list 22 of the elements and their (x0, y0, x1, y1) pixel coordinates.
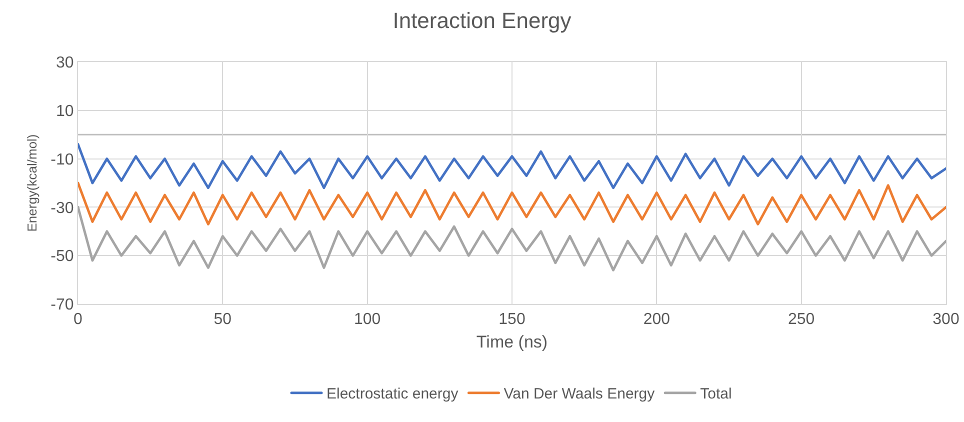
y-axis-title: Energy(kcal/mol) (24, 134, 40, 232)
y-tick-label: -70 (50, 296, 74, 314)
line-series (78, 206, 946, 272)
y-tick-label: -50 (50, 248, 74, 266)
y-tick-label: 10 (56, 103, 74, 120)
x-tick-label: 200 (643, 311, 670, 328)
x-tick-label: 150 (498, 311, 526, 328)
chart-title: Interaction Energy (392, 8, 572, 34)
x-tick-label: 300 (932, 311, 960, 328)
x-tick-label: 0 (74, 311, 83, 328)
x-tick-label: 50 (214, 311, 232, 328)
x-tick-label: 250 (788, 311, 815, 328)
x-axis-title: Time (ns) (476, 332, 548, 352)
x-tick-label: 100 (354, 311, 381, 328)
y-tick-label: 30 (56, 54, 74, 72)
y-tick-label: -10 (50, 151, 74, 168)
legend-label: Total (700, 386, 732, 403)
legend-label: Van Der Waals Energy (504, 386, 656, 403)
line-series (78, 182, 946, 226)
y-tick-label: -30 (50, 200, 74, 217)
line-series (78, 143, 946, 190)
legend-label: Electrostatic energy (326, 386, 459, 403)
